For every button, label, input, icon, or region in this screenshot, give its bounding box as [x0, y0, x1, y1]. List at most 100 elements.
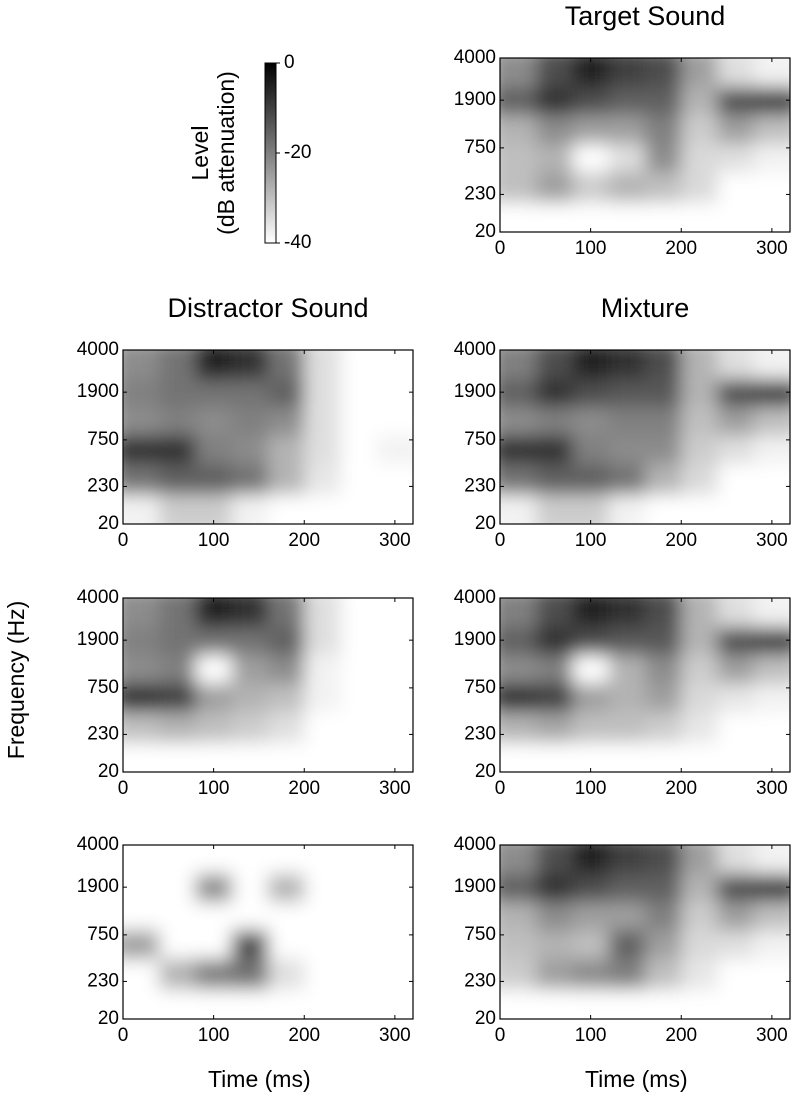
y-tick-label: 750	[464, 677, 496, 698]
heatmap-cell	[231, 683, 269, 713]
x-axis-label: Time (ms)	[585, 1066, 688, 1092]
heatmap-cell	[500, 171, 537, 203]
heatmap-cell	[717, 845, 755, 875]
heatmap-cell	[376, 742, 413, 772]
heatmap-cell	[159, 598, 196, 628]
x-tick-label: 100	[198, 778, 230, 799]
heatmap-cell	[536, 683, 573, 713]
heatmap-cell	[536, 87, 573, 116]
heatmap-cell	[268, 406, 305, 437]
heatmap-cell	[717, 930, 755, 960]
heatmap-cell	[500, 627, 537, 656]
heatmap-cell	[572, 845, 610, 875]
y-tick-label: 4000	[77, 834, 119, 855]
plot-frame	[499, 597, 791, 773]
y-tick-label: 750	[87, 429, 119, 450]
heatmap-cell	[195, 379, 233, 408]
heatmap-cell	[231, 379, 269, 408]
heatmap-cell	[500, 930, 537, 960]
heatmap-cell	[304, 742, 341, 772]
y-tick-label: 750	[464, 137, 496, 158]
heatmap-cell	[268, 683, 305, 713]
heatmap-cell	[268, 654, 305, 685]
heatmap-cell	[340, 901, 378, 932]
heatmap-cell	[753, 874, 790, 903]
heatmap-cell	[572, 654, 610, 685]
heatmap-cell	[159, 379, 196, 408]
heatmap-cell	[500, 958, 537, 990]
heatmap-cell	[268, 742, 305, 772]
y-tick-label: 20	[98, 513, 119, 534]
colorbar-tick-label: -40	[284, 232, 311, 253]
heatmap-cell	[500, 58, 537, 88]
heatmap-cell	[268, 989, 305, 1019]
heatmap-cell	[195, 930, 233, 960]
heatmap-cell	[231, 989, 269, 1019]
heatmap-cell	[268, 874, 305, 903]
heatmap-cell	[304, 494, 341, 524]
heatmap-cell	[645, 463, 682, 495]
heatmap-cell	[717, 350, 755, 380]
x-tick-label: 300	[379, 1025, 411, 1046]
heatmap-cell	[753, 845, 790, 875]
y-tick-label: 750	[464, 924, 496, 945]
x-tick-label: 0	[118, 778, 129, 799]
heatmap-cell	[340, 627, 378, 656]
heatmap-cell	[123, 350, 160, 380]
heatmap-cell	[500, 742, 537, 772]
heatmap-cell	[717, 654, 755, 685]
y-tick-label: 1900	[454, 876, 496, 897]
heatmap-cell	[123, 845, 160, 875]
heatmap-cell	[304, 463, 341, 495]
heatmap-cell	[717, 627, 755, 656]
heatmap	[123, 350, 413, 524]
heatmap-cell	[195, 463, 233, 495]
heatmap-cell	[753, 406, 790, 437]
heatmap-cell	[195, 406, 233, 437]
heatmap-cell	[608, 406, 646, 437]
heatmap-cell	[195, 654, 233, 685]
heatmap-cell	[753, 598, 790, 628]
heatmap-cell	[536, 598, 573, 628]
y-tick-label: 230	[87, 723, 119, 744]
heatmap-cell	[536, 435, 573, 465]
heatmap-cells	[500, 350, 790, 524]
heatmap-cell	[572, 58, 610, 88]
heatmap-cell	[681, 406, 718, 437]
heatmap-cell	[123, 598, 160, 628]
y-tick-label: 230	[87, 970, 119, 991]
x-tick-label: 300	[756, 778, 788, 799]
heatmap-cell	[681, 171, 718, 203]
heatmap-cell	[536, 171, 573, 203]
x-tick-label: 0	[495, 1025, 506, 1046]
heatmap-cell	[536, 406, 573, 437]
heatmap-cell	[608, 711, 646, 743]
heatmap-cells	[500, 598, 790, 772]
y-tick-label: 1900	[77, 629, 119, 650]
heatmap-cell	[123, 958, 160, 990]
heatmap-cell	[753, 627, 790, 656]
heatmap-cell	[753, 683, 790, 713]
heatmap-cell	[195, 598, 233, 628]
heatmap-cell	[681, 930, 718, 960]
heatmap-cell	[123, 874, 160, 903]
heatmap-cell	[608, 58, 646, 88]
heatmap-cell	[195, 350, 233, 380]
heatmap-cell	[536, 143, 573, 173]
heatmap-cell	[536, 350, 573, 380]
heatmap-cells	[500, 845, 790, 1019]
heatmap-cell	[159, 435, 196, 465]
heatmap-cell	[645, 683, 682, 713]
heatmap-cell	[572, 627, 610, 656]
heatmap-cell	[681, 350, 718, 380]
heatmap-cell	[572, 435, 610, 465]
y-tick-label: 4000	[454, 339, 496, 360]
heatmap-cell	[608, 143, 646, 173]
heatmap-cell	[304, 654, 341, 685]
heatmap-cell	[123, 989, 160, 1019]
heatmap-cell	[340, 874, 378, 903]
heatmap-cell	[376, 379, 413, 408]
heatmap-cell	[753, 350, 790, 380]
x-tick-label: 200	[665, 1025, 697, 1046]
heatmap-cell	[123, 463, 160, 495]
